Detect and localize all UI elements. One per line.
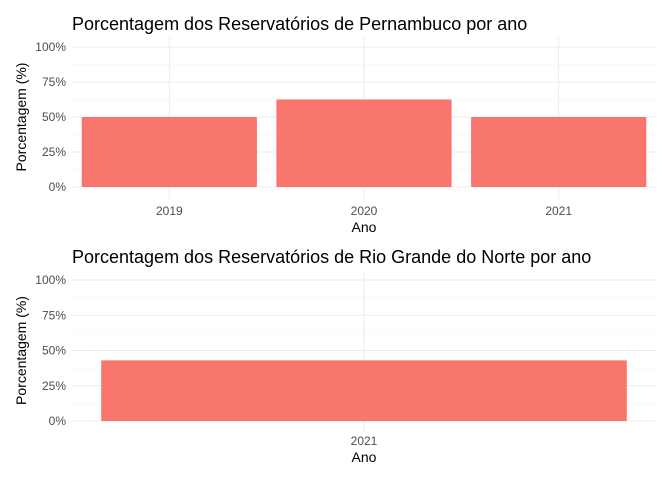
chart-title: Porcentagem dos Reservatórios de Rio Gra… — [72, 247, 591, 267]
y-tick-label: 75% — [42, 308, 66, 322]
bar-2020 — [276, 99, 452, 187]
y-tick-label: 25% — [42, 145, 66, 159]
y-tick-label: 75% — [42, 75, 66, 89]
y-axis-label: Porcentagem (%) — [13, 63, 29, 172]
y-axis-label: Porcentagem (%) — [13, 296, 29, 405]
bar-2021 — [471, 117, 647, 187]
y-tick-label: 50% — [42, 110, 66, 124]
chart-title: Porcentagem dos Reservatórios de Pernamb… — [72, 14, 527, 34]
bar-2021 — [101, 360, 627, 421]
y-tick-label: 0% — [49, 414, 67, 428]
y-tick-label: 50% — [42, 344, 66, 358]
chart-panel-1: 0% 25% 50% 75% 100% 2019 2020 2021 Porcentagem d… — [13, 14, 656, 235]
x-tick-label: 2019 — [156, 204, 183, 218]
chart-panel-2: 0% 25% 50% 75% 100% 2021 Porcentagem dos Reser… — [13, 247, 656, 465]
x-axis-label: Ano — [352, 219, 377, 235]
x-tick-label: 2021 — [545, 204, 572, 218]
y-tick-label: 25% — [42, 379, 66, 393]
x-tick-label: 2021 — [351, 434, 378, 448]
bar-2019 — [81, 117, 257, 187]
y-tick-label: 0% — [49, 180, 67, 194]
x-axis-label: Ano — [352, 449, 377, 465]
x-tick-label: 2020 — [351, 204, 378, 218]
y-tick-label: 100% — [35, 273, 66, 287]
y-tick-label: 100% — [35, 40, 66, 54]
